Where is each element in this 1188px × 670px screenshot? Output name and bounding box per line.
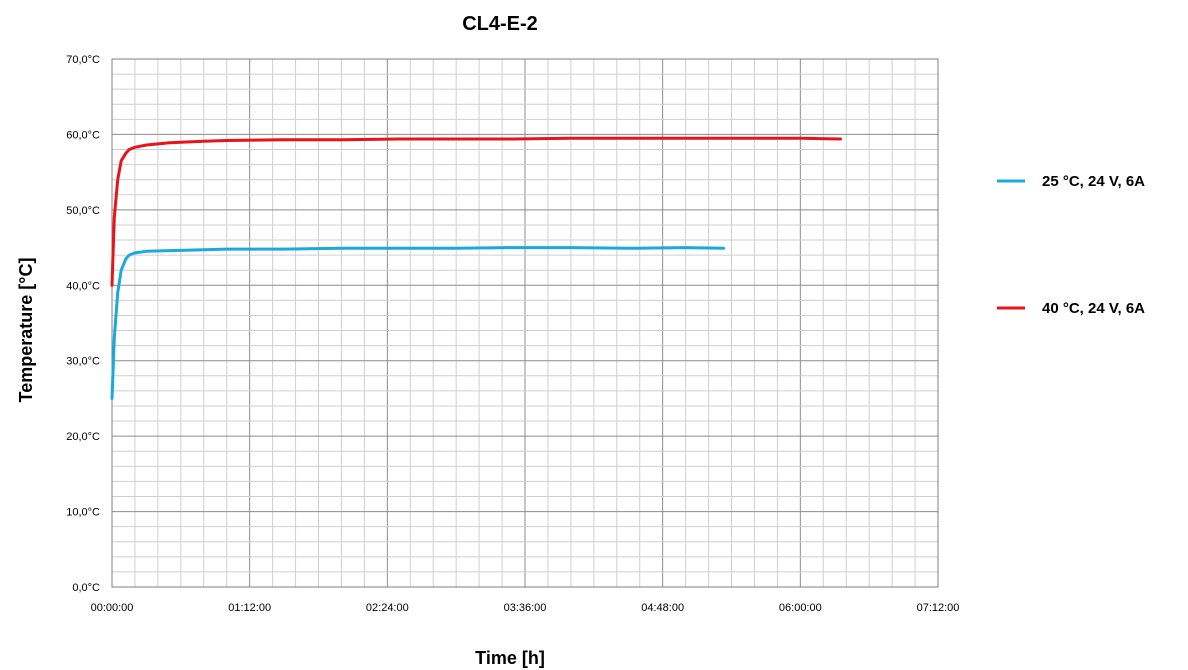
series-lines [110, 136, 842, 400]
x-tick-label: 00:00:00 [91, 602, 134, 614]
y-tick-label: 20,0°C [66, 431, 100, 443]
x-tick-label: 02:24:00 [366, 602, 409, 614]
legend-label: 25 °C, 24 V, 6A [1042, 173, 1145, 190]
grid [111, 58, 939, 588]
series-line-1 [110, 246, 725, 400]
y-axis-title: Temperature [°C] [16, 258, 36, 403]
y-tick-label: 0,0°C [72, 582, 100, 594]
x-tick-label: 06:00:00 [779, 602, 822, 614]
y-axis-ticks: 0,0°C 10,0°C 20,0°C 30,0°C 40,0°C 50,0°C 60,0°… [66, 54, 100, 594]
y-tick-label: 30,0°C [66, 356, 100, 368]
y-tick-label: 10,0°C [66, 507, 100, 519]
x-axis-title: Time [h] [475, 648, 545, 668]
x-axis-ticks: 00:00:00 01:12:00 02:24:00 03:36:00 04:48:00… [91, 602, 960, 614]
x-tick-label: 07:12:00 [917, 602, 960, 614]
plot-area-border [111, 58, 939, 588]
legend-label: 40 °C, 24 V, 6A [1042, 300, 1145, 317]
chart-title: CL4-E-2 [462, 13, 538, 35]
x-tick-label: 01:12:00 [228, 602, 271, 614]
legend: 25 °C, 24 V, 6A 40 °C, 24 V, 6A [997, 173, 1145, 317]
y-tick-label: 70,0°C [66, 54, 100, 66]
x-tick-label: 04:48:00 [641, 602, 684, 614]
y-tick-label: 40,0°C [66, 280, 100, 292]
series-line-2 [110, 136, 842, 287]
x-tick-label: 03:36:00 [504, 602, 547, 614]
y-tick-label: 50,0°C [66, 205, 100, 217]
y-tick-label: 60,0°C [66, 129, 100, 141]
